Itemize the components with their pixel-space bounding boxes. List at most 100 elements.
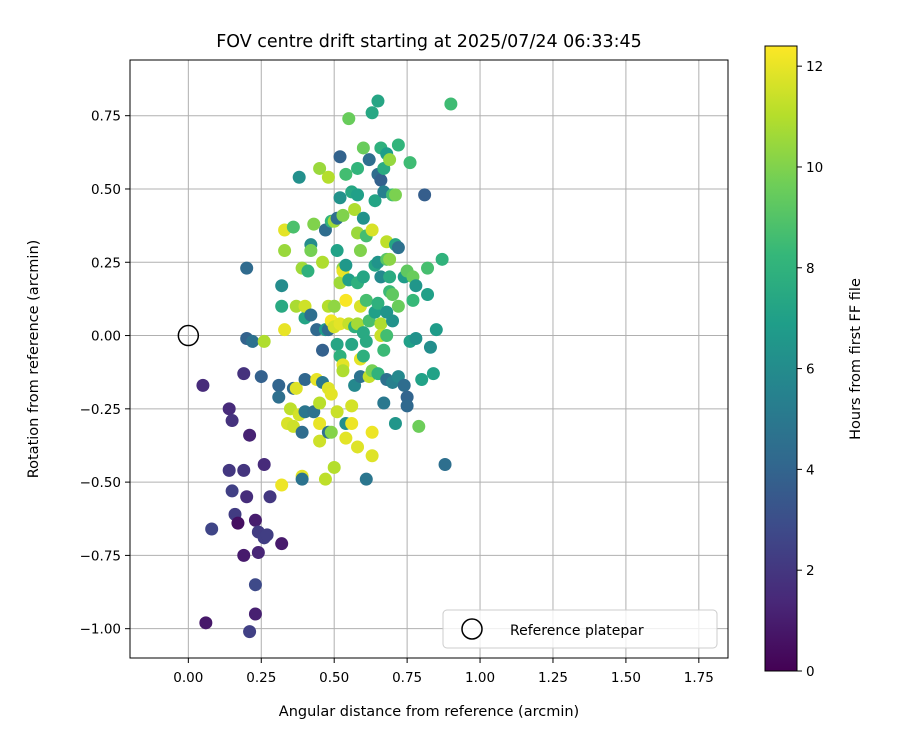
colorbar-label: Hours from first FF file: [848, 278, 864, 440]
scatter-point: [295, 472, 309, 486]
y-tick-label: −0.25: [80, 402, 121, 418]
scatter-point: [339, 431, 353, 445]
scatter-point: [205, 522, 219, 536]
legend: Reference platepar: [442, 609, 718, 649]
scatter-point: [275, 299, 289, 313]
scatter-point: [365, 449, 379, 463]
scatter-point: [330, 244, 344, 258]
scatter-point: [386, 288, 400, 302]
x-tick-label: 1.50: [611, 670, 641, 686]
scatter-point: [383, 252, 397, 266]
colorbar-tick-label: 0: [806, 664, 815, 680]
scatter-point: [353, 244, 367, 258]
scatter-point: [336, 364, 350, 378]
colorbar-tick-label: 6: [806, 362, 815, 378]
scatter-point: [429, 323, 443, 337]
scatter-point: [444, 97, 458, 111]
scatter-point: [374, 317, 388, 331]
scatter-point: [275, 478, 289, 492]
scatter-point: [222, 463, 236, 477]
scatter-point: [386, 314, 400, 328]
scatter-point: [272, 378, 286, 392]
scatter-point: [237, 463, 251, 477]
scatter-point: [371, 94, 385, 108]
legend-box: [442, 609, 718, 649]
scatter-point: [225, 414, 239, 428]
scatter-point: [248, 607, 262, 621]
scatter-point: [362, 153, 376, 167]
scatter-point: [313, 161, 327, 175]
scatter-point: [380, 329, 394, 343]
scatter-point: [388, 416, 402, 430]
colorbar-ticks: 0 2 4 6 8 10 12: [797, 59, 823, 680]
scatter-point: [248, 513, 262, 527]
scatter-point: [421, 261, 435, 275]
scatter-point: [313, 416, 327, 430]
scatter-point: [257, 458, 271, 472]
scatter-point: [391, 241, 405, 255]
scatter-point: [295, 425, 309, 439]
scatter-point: [298, 373, 312, 387]
colorbar-tick-label: 2: [806, 563, 815, 579]
y-tick-label: −1.00: [80, 622, 121, 638]
scatter-point: [333, 191, 347, 205]
scatter-point: [304, 308, 318, 322]
scatter-point: [391, 299, 405, 313]
scatter-point: [330, 337, 344, 351]
scatter-point: [237, 367, 251, 381]
y-tick-label: −0.50: [80, 475, 121, 491]
x-tick-label: 1.00: [465, 670, 495, 686]
legend-reference-marker: [461, 618, 483, 640]
scatter-point: [415, 373, 429, 387]
scatter-point: [356, 141, 370, 155]
scatter-point: [289, 381, 303, 395]
y-axis-ticks: 0.75 0.50 0.25 0.00 −0.25 −0.50 −0.75 −1.00: [80, 109, 130, 638]
scatter-point: [426, 367, 440, 381]
y-axis-label: Rotation from reference (arcmin): [26, 240, 42, 479]
scatter-point: [257, 334, 271, 348]
scatter-point: [435, 252, 449, 266]
scatter-point: [278, 323, 292, 337]
scatter-point: [321, 170, 335, 184]
scatter-point: [316, 343, 330, 357]
scatter-point: [409, 279, 423, 293]
scatter-point: [383, 153, 397, 167]
chart-title: FOV centre drift starting at 2025/07/24 …: [216, 32, 642, 52]
scatter-point: [301, 264, 315, 278]
scatter-point: [421, 288, 435, 302]
scatter-point: [246, 334, 260, 348]
scatter-point: [359, 293, 373, 307]
scatter-point: [418, 188, 432, 202]
scatter-point: [286, 220, 300, 234]
scatter-point: [275, 537, 289, 551]
scatter-point: [307, 217, 321, 231]
scatter-point: [260, 528, 274, 542]
legend-entry-reference: Reference platepar: [510, 623, 644, 639]
scatter-point: [222, 402, 236, 416]
scatter-point: [345, 337, 359, 351]
scatter-point: [342, 112, 356, 126]
scatter-point: [324, 425, 338, 439]
scatter-point: [272, 390, 286, 404]
scatter-point: [318, 472, 332, 486]
scatter-point: [406, 293, 420, 307]
scatter-point: [316, 255, 330, 269]
scatter-point: [356, 270, 370, 284]
y-tick-label: 0.25: [91, 255, 121, 271]
scatter-point: [240, 490, 254, 504]
scatter-point: [348, 203, 362, 216]
scatter-point: [313, 434, 327, 448]
scatter-point: [327, 460, 341, 474]
scatter-point: [263, 490, 277, 504]
scatter-point: [351, 188, 365, 202]
scatter-point: [377, 343, 391, 357]
scatter-point: [359, 334, 373, 348]
scatter-point: [383, 270, 397, 284]
scatter-point: [368, 194, 382, 208]
scatter-point: [345, 399, 359, 413]
plot-frame: [129, 59, 729, 659]
x-axis-ticks: 0.00 0.25 0.50 0.75 1.00 1.25 1.50 1.75: [173, 658, 714, 686]
colorbar-tick-label: 4: [806, 462, 815, 478]
scatter-point: [254, 370, 268, 384]
scatter-point: [339, 258, 353, 272]
